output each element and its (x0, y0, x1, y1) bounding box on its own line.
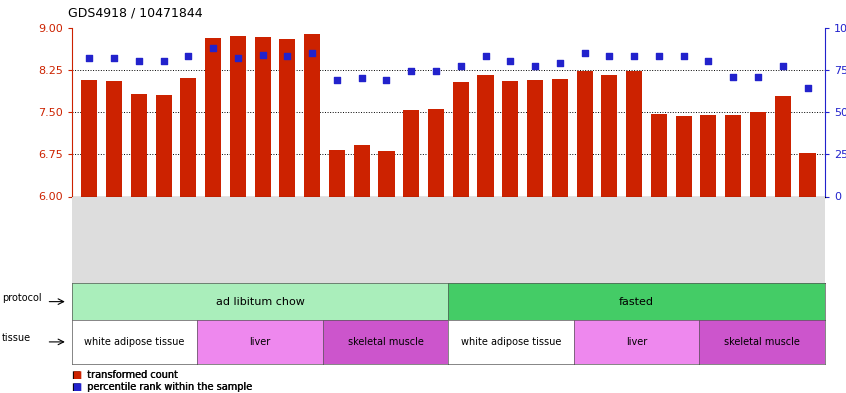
Text: ■: ■ (72, 382, 81, 392)
Text: skeletal muscle: skeletal muscle (348, 337, 424, 347)
Text: tissue: tissue (2, 333, 30, 343)
Point (578, 50, 591, 56)
Bar (453, 82, 469, 196)
Bar (602, 75, 618, 196)
Point (107, 55, 121, 61)
Text: ■  transformed count: ■ transformed count (72, 370, 179, 380)
Bar (428, 108, 444, 196)
Bar (700, 115, 717, 196)
Point (652, 53, 666, 59)
Bar (577, 71, 593, 196)
Point (553, 60, 567, 66)
Bar (799, 153, 816, 196)
Bar (626, 71, 642, 196)
Bar (725, 116, 741, 196)
Point (355, 75, 369, 81)
Point (404, 68, 418, 75)
Text: GDS4918 / 10471844: GDS4918 / 10471844 (68, 7, 202, 20)
Bar (676, 116, 692, 196)
Text: white adipose tissue: white adipose tissue (85, 337, 184, 347)
Bar (230, 36, 246, 197)
Point (281, 53, 294, 59)
Bar (354, 145, 370, 196)
Bar (329, 150, 345, 196)
Point (776, 63, 789, 70)
Bar (304, 34, 320, 197)
Point (255, 51, 269, 58)
Bar (81, 80, 97, 196)
Point (454, 63, 468, 70)
Point (330, 77, 343, 83)
Point (628, 53, 641, 59)
Text: ■: ■ (72, 370, 81, 380)
Bar (503, 81, 519, 196)
Point (727, 73, 740, 80)
Text: transformed count: transformed count (87, 370, 178, 380)
Bar (180, 78, 196, 196)
Bar (404, 110, 420, 196)
Point (231, 55, 244, 61)
Bar (279, 39, 295, 197)
Bar (552, 79, 568, 196)
Point (206, 45, 220, 51)
Bar (106, 81, 122, 196)
Text: percentile rank within the sample: percentile rank within the sample (87, 382, 252, 392)
Bar (477, 75, 493, 196)
Point (528, 63, 541, 70)
Point (602, 53, 616, 59)
Point (701, 58, 715, 64)
Bar (750, 112, 766, 196)
Point (751, 73, 765, 80)
Bar (255, 37, 271, 197)
Text: liver: liver (626, 337, 647, 347)
Bar (651, 114, 667, 196)
Point (82, 55, 96, 61)
Text: skeletal muscle: skeletal muscle (724, 337, 800, 347)
Text: protocol: protocol (2, 293, 41, 303)
Point (380, 77, 393, 83)
Text: ■  percentile rank within the sample: ■ percentile rank within the sample (72, 382, 252, 392)
Text: fasted: fasted (619, 297, 654, 307)
Point (182, 53, 195, 59)
Text: white adipose tissue: white adipose tissue (461, 337, 561, 347)
Point (479, 53, 492, 59)
Point (677, 53, 690, 59)
Point (801, 85, 815, 92)
Bar (156, 95, 172, 196)
Text: liver: liver (250, 337, 271, 347)
Point (132, 58, 146, 64)
Bar (378, 151, 394, 196)
Point (157, 58, 170, 64)
Bar (527, 80, 543, 196)
Bar (131, 94, 147, 196)
Bar (775, 96, 791, 196)
Point (503, 58, 517, 64)
Bar (205, 38, 221, 197)
Text: ad libitum chow: ad libitum chow (216, 297, 305, 307)
Point (305, 50, 319, 56)
Point (429, 68, 442, 75)
